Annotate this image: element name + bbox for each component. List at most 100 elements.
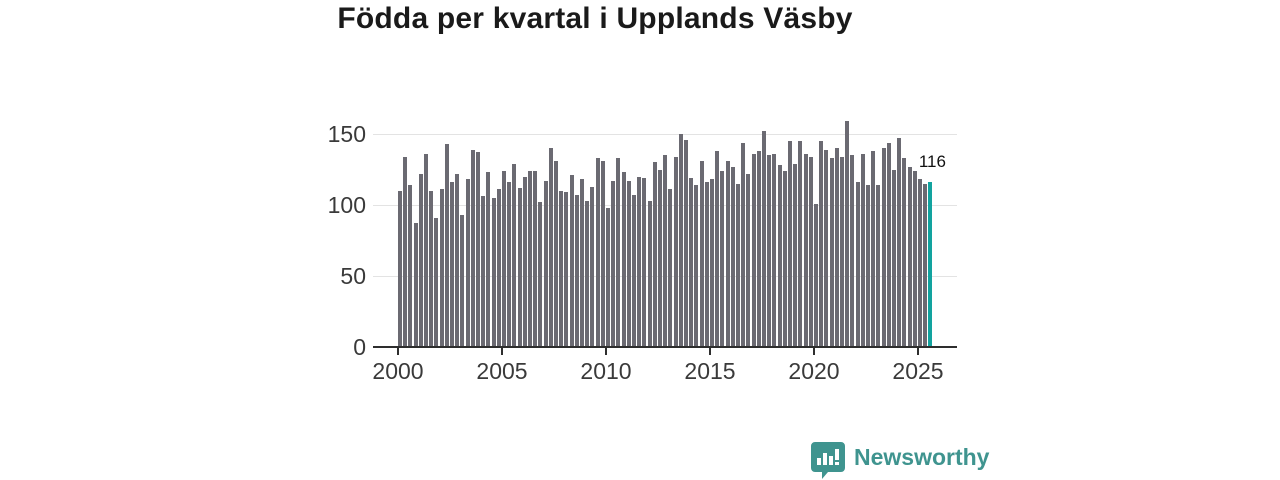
- x-axis-tick: [605, 348, 607, 355]
- x-axis-tick: [501, 348, 503, 355]
- bar: [528, 170, 532, 347]
- bar: [689, 178, 694, 347]
- bar: [881, 148, 886, 347]
- bar: [450, 182, 454, 347]
- newsworthy-bar-chart-speech-bubble-icon: [810, 441, 846, 479]
- x-axis-tick-label: 2010: [580, 358, 632, 384]
- bar: [751, 153, 756, 347]
- bar: [710, 179, 714, 347]
- bar: [788, 141, 792, 347]
- bar: [756, 151, 761, 347]
- bar: [871, 151, 876, 347]
- x-axis-tick-label: 2025: [892, 358, 944, 384]
- bar: [522, 176, 527, 347]
- x-axis-line: [373, 346, 957, 348]
- bar: [486, 172, 491, 347]
- bar-highlighted-latest: [928, 182, 933, 347]
- bar: [424, 153, 428, 347]
- bar: [569, 175, 574, 347]
- bar: [834, 148, 839, 347]
- bar: [621, 172, 626, 347]
- bar: [772, 153, 777, 347]
- bar: [642, 178, 647, 347]
- bar: [455, 173, 460, 347]
- bar: [429, 190, 434, 347]
- bar: [762, 131, 766, 347]
- bar: [730, 166, 735, 347]
- bar: [715, 151, 720, 347]
- bar: [626, 180, 631, 347]
- bar: [538, 202, 543, 347]
- bar: [559, 190, 564, 347]
- y-axis-tick-label: 50: [340, 263, 366, 289]
- bar: [585, 200, 590, 347]
- bar: [533, 170, 538, 347]
- bar: [517, 187, 522, 347]
- gridline-y-150: [373, 134, 957, 135]
- bar: [673, 156, 678, 347]
- bar: [892, 169, 896, 347]
- bar: [855, 182, 860, 347]
- bar: [580, 179, 584, 347]
- bar: [658, 169, 662, 347]
- x-axis-tick: [917, 348, 919, 355]
- bar: [418, 173, 423, 347]
- bar: [798, 141, 803, 347]
- newsworthy-logo-link[interactable]: Newsworthy: [810, 441, 989, 479]
- bar: [720, 170, 725, 347]
- bar: [439, 189, 444, 347]
- bar: [793, 163, 798, 347]
- bar: [918, 179, 922, 347]
- bar: [860, 153, 865, 347]
- bar: [668, 189, 673, 347]
- bar: [574, 195, 579, 347]
- bar: [704, 182, 709, 347]
- bar: [512, 163, 517, 347]
- bar: [476, 152, 480, 347]
- bar: [663, 155, 668, 347]
- bar: [678, 134, 683, 347]
- bar: [886, 142, 891, 347]
- bar: [554, 160, 558, 347]
- bar: [876, 185, 881, 347]
- bar: [902, 158, 907, 347]
- bar: [746, 173, 751, 347]
- bar: [444, 143, 449, 347]
- bar: [595, 158, 600, 347]
- bar: [548, 148, 553, 347]
- bar: [564, 192, 569, 347]
- bar: [907, 166, 912, 347]
- bar: [777, 165, 782, 347]
- bar: [470, 149, 475, 347]
- bar: [632, 195, 636, 347]
- bar: [782, 170, 787, 347]
- x-axis-tick-label: 2020: [788, 358, 840, 384]
- bar: [637, 176, 642, 347]
- bar: [814, 203, 818, 347]
- bar: [398, 190, 402, 347]
- bar: [616, 158, 621, 347]
- bar: [829, 158, 834, 347]
- bar: [481, 196, 486, 347]
- bar: [502, 170, 506, 347]
- chart-title: Födda per kvartal i Upplands Väsby: [337, 2, 853, 35]
- bar: [694, 185, 699, 347]
- bar: [808, 156, 813, 347]
- bar: [507, 182, 512, 347]
- bar: [460, 214, 465, 347]
- bar: [647, 200, 652, 347]
- bar: [606, 207, 610, 347]
- bar: [684, 139, 688, 347]
- bar: [465, 179, 470, 347]
- x-axis-tick: [709, 348, 711, 355]
- y-axis-tick-label: 100: [327, 192, 366, 218]
- newsworthy-brand-name: Newsworthy: [854, 443, 990, 470]
- x-axis-tick: [813, 348, 815, 355]
- y-axis-tick-label: 0: [353, 334, 366, 360]
- y-axis-tick-label: 150: [327, 121, 366, 147]
- last-value-annotation: 116: [918, 152, 946, 172]
- bar: [725, 160, 730, 347]
- bar: [652, 162, 657, 347]
- bar: [699, 160, 704, 347]
